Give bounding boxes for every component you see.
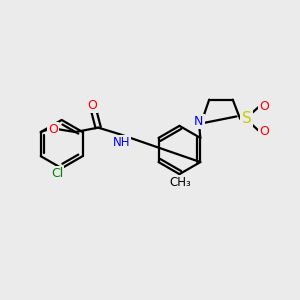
Text: O: O — [259, 125, 269, 138]
Text: O: O — [259, 100, 269, 113]
Text: O: O — [48, 123, 58, 136]
Text: Cl: Cl — [51, 167, 63, 180]
Text: O: O — [87, 99, 97, 112]
Text: N: N — [194, 115, 204, 128]
Text: S: S — [242, 111, 251, 126]
Text: NH: NH — [113, 136, 130, 149]
Text: CH₃: CH₃ — [169, 176, 191, 189]
